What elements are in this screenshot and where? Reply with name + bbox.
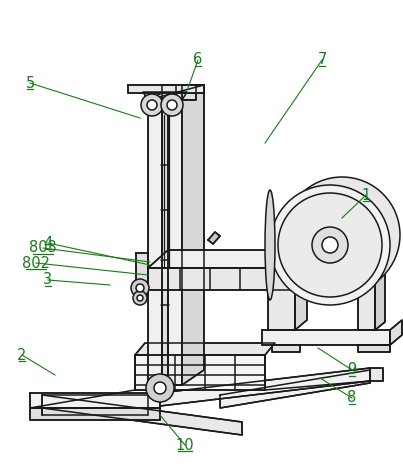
Polygon shape: [42, 395, 242, 435]
Polygon shape: [136, 253, 148, 295]
Polygon shape: [135, 355, 265, 390]
Polygon shape: [148, 250, 330, 268]
Text: 2: 2: [17, 348, 27, 363]
Text: 1: 1: [361, 187, 371, 203]
Text: 4: 4: [44, 236, 53, 251]
Polygon shape: [358, 235, 375, 330]
Circle shape: [312, 227, 348, 263]
Text: 8: 8: [347, 390, 357, 406]
Ellipse shape: [265, 190, 275, 300]
Circle shape: [136, 284, 144, 292]
Circle shape: [284, 177, 400, 293]
Polygon shape: [262, 330, 390, 345]
Polygon shape: [162, 85, 176, 100]
Polygon shape: [272, 345, 300, 352]
Polygon shape: [270, 235, 342, 247]
Polygon shape: [30, 393, 160, 408]
Circle shape: [322, 237, 338, 253]
Polygon shape: [390, 320, 402, 345]
Text: 10: 10: [176, 438, 194, 453]
Polygon shape: [358, 345, 390, 352]
Text: 7: 7: [317, 52, 327, 67]
Text: 9: 9: [347, 363, 357, 377]
Polygon shape: [295, 225, 307, 330]
Text: 802: 802: [22, 255, 50, 270]
Polygon shape: [168, 100, 182, 385]
Polygon shape: [268, 235, 295, 330]
Polygon shape: [42, 395, 148, 408]
Text: 6: 6: [193, 52, 203, 67]
Polygon shape: [30, 408, 160, 420]
Polygon shape: [148, 268, 310, 290]
Circle shape: [167, 100, 177, 110]
Polygon shape: [148, 100, 162, 385]
Polygon shape: [182, 85, 204, 385]
Polygon shape: [182, 85, 196, 100]
Polygon shape: [128, 85, 204, 93]
Polygon shape: [208, 232, 220, 244]
Circle shape: [146, 374, 174, 402]
Circle shape: [141, 94, 163, 116]
Text: 5: 5: [25, 75, 35, 90]
Circle shape: [278, 193, 382, 297]
Circle shape: [131, 279, 149, 297]
Circle shape: [161, 94, 183, 116]
Text: 803: 803: [29, 241, 57, 255]
Text: 3: 3: [44, 273, 52, 287]
Circle shape: [147, 100, 157, 110]
Circle shape: [154, 382, 166, 394]
Polygon shape: [148, 85, 204, 100]
Polygon shape: [160, 368, 370, 406]
Polygon shape: [135, 343, 275, 355]
Circle shape: [270, 185, 390, 305]
Polygon shape: [375, 227, 385, 330]
Circle shape: [137, 295, 143, 301]
Polygon shape: [370, 368, 383, 381]
Circle shape: [133, 291, 147, 305]
Polygon shape: [162, 105, 168, 380]
Polygon shape: [310, 250, 330, 290]
Polygon shape: [143, 92, 187, 100]
Polygon shape: [220, 370, 370, 408]
